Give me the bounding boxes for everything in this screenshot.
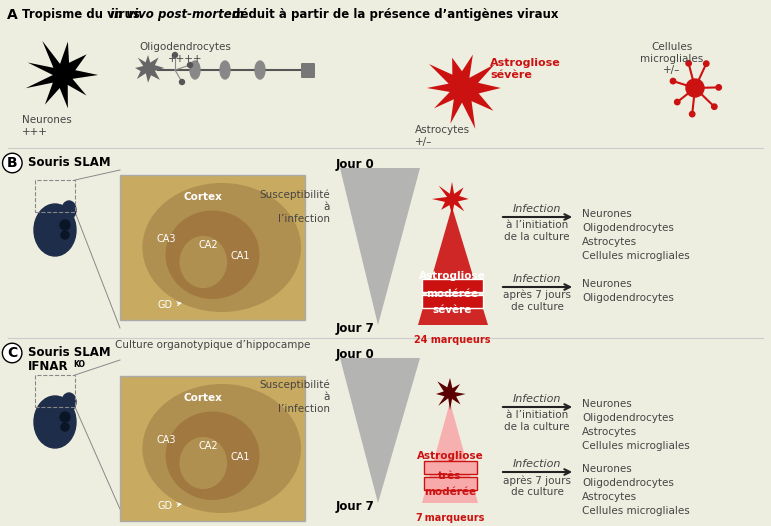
Text: C: C: [7, 346, 17, 360]
Circle shape: [61, 231, 69, 239]
Text: après 7 jours
de culture: après 7 jours de culture: [503, 290, 571, 312]
Ellipse shape: [167, 211, 259, 298]
Text: Neurones
Oligodendrocytes
Astrocytes
Cellules microgliales: Neurones Oligodendrocytes Astrocytes Cel…: [582, 209, 690, 261]
Circle shape: [716, 85, 722, 90]
Ellipse shape: [180, 438, 227, 488]
Text: CA3: CA3: [157, 234, 176, 244]
Text: très: très: [438, 471, 462, 481]
Text: CA1: CA1: [231, 452, 250, 462]
Text: KO: KO: [73, 360, 85, 369]
Ellipse shape: [34, 204, 76, 256]
Text: Neurones
Oligodendrocytes
Astrocytes
Cellules microgliales: Neurones Oligodendrocytes Astrocytes Cel…: [582, 464, 690, 516]
Text: Infection: Infection: [513, 274, 561, 284]
Circle shape: [689, 112, 695, 117]
Circle shape: [180, 79, 184, 85]
Text: déduit à partir de la présence d’antigènes viraux: déduit à partir de la présence d’antigèn…: [228, 8, 558, 21]
Text: Cortex: Cortex: [183, 393, 223, 403]
Text: Culture organotypique d’hippocampe: Culture organotypique d’hippocampe: [115, 340, 310, 350]
Text: Cortex: Cortex: [183, 193, 223, 203]
Text: Infection: Infection: [513, 204, 561, 214]
FancyBboxPatch shape: [423, 477, 476, 490]
Text: Astrogliose: Astrogliose: [419, 271, 486, 281]
Ellipse shape: [143, 184, 301, 311]
Text: Susceptibilité
à
l’infection: Susceptibilité à l’infection: [259, 190, 330, 224]
Text: Jour 7: Jour 7: [336, 322, 375, 335]
FancyBboxPatch shape: [422, 278, 483, 291]
Circle shape: [712, 104, 717, 109]
Text: Souris SLAM: Souris SLAM: [28, 156, 110, 169]
Text: modérée: modérée: [426, 289, 478, 299]
Ellipse shape: [180, 237, 227, 287]
Text: A: A: [7, 8, 18, 22]
Text: modérée: modérée: [424, 487, 476, 497]
Polygon shape: [436, 378, 466, 410]
FancyBboxPatch shape: [301, 63, 315, 78]
Text: 24 marqueurs: 24 marqueurs: [414, 335, 490, 345]
Polygon shape: [135, 55, 164, 83]
Text: Astrocytes
+/–: Astrocytes +/–: [415, 125, 470, 147]
Text: à l’initiation
de la culture: à l’initiation de la culture: [504, 220, 570, 241]
Circle shape: [686, 60, 692, 66]
Text: B: B: [7, 156, 18, 170]
Circle shape: [704, 61, 709, 66]
Polygon shape: [25, 41, 98, 108]
Text: Infection: Infection: [513, 394, 561, 404]
Text: Astrogliose
sévère: Astrogliose sévère: [490, 58, 561, 79]
Ellipse shape: [62, 393, 76, 411]
FancyBboxPatch shape: [422, 295, 483, 308]
Polygon shape: [427, 55, 501, 129]
Ellipse shape: [190, 61, 200, 79]
Text: Jour 0: Jour 0: [336, 348, 375, 361]
Text: Souris SLAM: Souris SLAM: [28, 346, 110, 359]
Text: Jour 7: Jour 7: [336, 500, 375, 513]
Polygon shape: [340, 168, 420, 325]
Text: IFNAR: IFNAR: [28, 360, 69, 373]
Polygon shape: [432, 182, 469, 215]
Circle shape: [670, 78, 675, 84]
Ellipse shape: [143, 385, 301, 512]
Text: GD: GD: [157, 501, 181, 511]
Text: CA1: CA1: [231, 251, 250, 261]
Polygon shape: [418, 207, 488, 325]
Text: 7 marqueurs: 7 marqueurs: [416, 513, 484, 523]
Text: après 7 jours
de culture: après 7 jours de culture: [503, 475, 571, 497]
Text: Cellules
microgliales
+/–: Cellules microgliales +/–: [641, 42, 704, 75]
Text: CA2: CA2: [199, 441, 219, 451]
Text: Neurones
Oligodendrocytes
Astrocytes
Cellules microgliales: Neurones Oligodendrocytes Astrocytes Cel…: [582, 399, 690, 451]
Circle shape: [686, 79, 704, 97]
Text: Infection: Infection: [513, 459, 561, 469]
Circle shape: [61, 423, 69, 431]
Text: CA3: CA3: [157, 435, 176, 445]
Text: sévère: sévère: [433, 305, 472, 315]
Text: Susceptibilité
à
l’infection: Susceptibilité à l’infection: [259, 380, 330, 414]
FancyBboxPatch shape: [120, 175, 305, 320]
Text: Neurones
+++: Neurones +++: [22, 115, 72, 137]
Polygon shape: [340, 358, 420, 503]
Ellipse shape: [220, 61, 230, 79]
Text: Neurones
Oligodendrocytes: Neurones Oligodendrocytes: [582, 279, 674, 303]
Text: CA2: CA2: [199, 240, 219, 250]
Circle shape: [60, 412, 70, 422]
Text: in vivo post-mortem: in vivo post-mortem: [110, 8, 244, 21]
Ellipse shape: [62, 201, 76, 219]
Text: GD: GD: [157, 300, 181, 310]
Ellipse shape: [255, 61, 265, 79]
Ellipse shape: [34, 396, 76, 448]
Circle shape: [187, 63, 193, 67]
Text: Astrogliose: Astrogliose: [416, 451, 483, 461]
Text: Jour 0: Jour 0: [336, 158, 375, 171]
Circle shape: [60, 220, 70, 230]
FancyBboxPatch shape: [120, 376, 305, 521]
Text: à l’initiation
de la culture: à l’initiation de la culture: [504, 410, 570, 432]
Circle shape: [675, 99, 680, 105]
Ellipse shape: [167, 412, 259, 499]
Circle shape: [173, 53, 177, 57]
FancyBboxPatch shape: [423, 460, 476, 473]
Text: Tropisme du virus: Tropisme du virus: [22, 8, 144, 21]
Text: Oligodendrocytes
++++: Oligodendrocytes ++++: [139, 42, 231, 64]
Polygon shape: [422, 402, 478, 503]
